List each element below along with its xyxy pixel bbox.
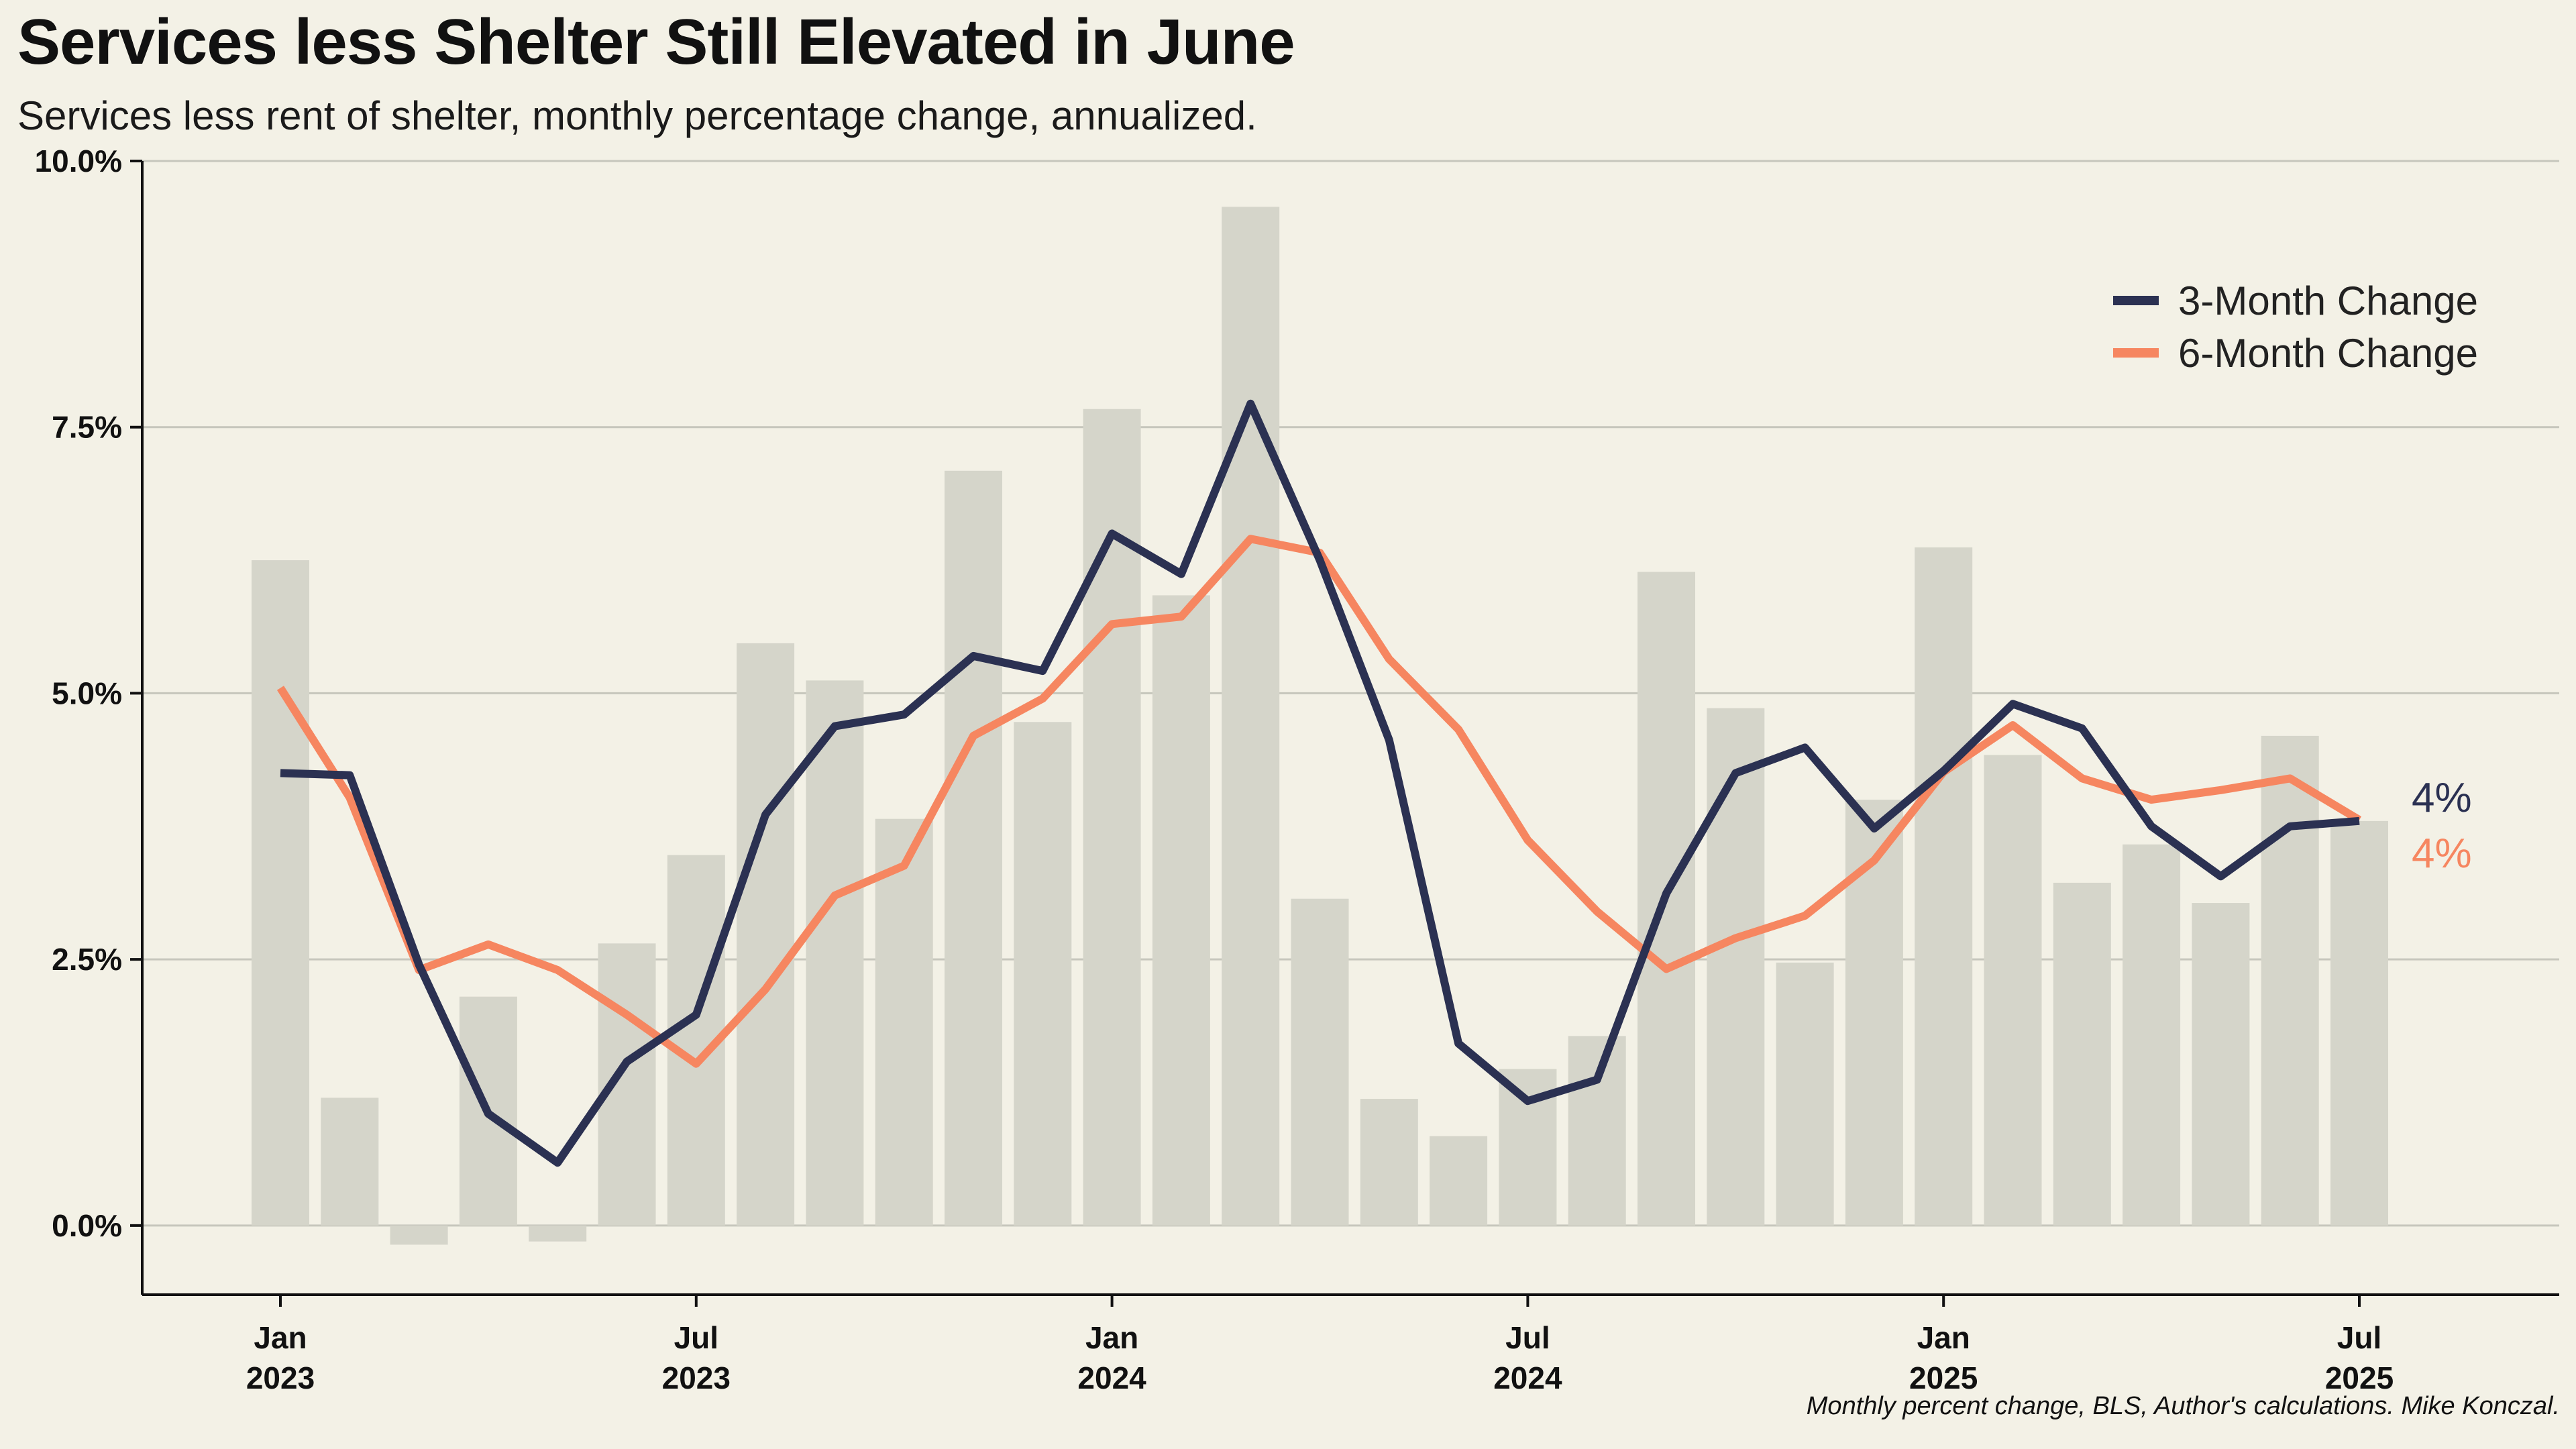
y-tick-label: 0.0% (52, 1208, 122, 1243)
x-tick-label: 2023 (662, 1360, 731, 1395)
x-tick-label: 2025 (2325, 1360, 2394, 1395)
x-tick-label: Jul (674, 1320, 718, 1355)
bar (2192, 903, 2250, 1226)
x-tick-label: 2024 (1493, 1360, 1562, 1395)
bar (252, 560, 309, 1226)
bar (1360, 1099, 1418, 1226)
x-tick-label: 2024 (1077, 1360, 1146, 1395)
x-tick-label: Jul (1505, 1320, 1550, 1355)
bar (1915, 547, 1973, 1226)
x-tick-label: Jan (1085, 1320, 1138, 1355)
source-note: Monthly percent change, BLS, Author's ca… (1806, 1392, 2560, 1420)
x-tick-label: Jul (2337, 1320, 2381, 1355)
chart-subtitle: Services less rent of shelter, monthly p… (17, 93, 1257, 138)
legend: 3-Month Change 6-Month Change (2113, 278, 2478, 376)
x-tick-label: 2025 (1909, 1360, 1978, 1395)
bar (2330, 820, 2388, 1226)
x-tick-label: Jan (1917, 1320, 1970, 1355)
y-tick-label: 10.0% (35, 144, 122, 178)
bar (1291, 898, 1349, 1226)
bar (390, 1225, 448, 1245)
y-tick-label: 7.5% (52, 410, 122, 445)
bar (1222, 207, 1280, 1226)
bar (1984, 755, 2042, 1226)
bar (737, 643, 795, 1226)
bar (529, 1225, 587, 1242)
legend-label: 6-Month Change (2178, 331, 2478, 376)
bar (1707, 708, 1765, 1226)
bar (2053, 882, 2111, 1226)
bar (2123, 844, 2181, 1226)
x-tick-label: Jan (254, 1320, 307, 1355)
bar (2261, 735, 2319, 1226)
bar (806, 680, 864, 1226)
bar (875, 818, 933, 1226)
bar (1014, 722, 1072, 1226)
chart-title: Services less Shelter Still Elevated in … (17, 6, 1295, 78)
three-month-line (280, 399, 2360, 1167)
monthly-bars (252, 207, 2388, 1245)
bar (1430, 1136, 1488, 1226)
y-tick-label: 5.0% (52, 676, 122, 710)
legend-label: 3-Month Change (2178, 278, 2478, 323)
x-tick-label: 2023 (246, 1360, 315, 1395)
bar (1776, 962, 1834, 1226)
trend-lines (276, 399, 2362, 1167)
end-value-label: 4% (2412, 830, 2472, 877)
bar (1568, 1036, 1626, 1226)
axes: 0.0% 2.5% 5.0% 7.5% 10.0% Jan 2023 Jul 2023 Jan 20… (35, 144, 2559, 1395)
y-tick-label: 2.5% (52, 942, 122, 977)
bar (945, 470, 1002, 1226)
end-value-label: 4% (2412, 775, 2472, 821)
end-labels: 4%4% (2412, 775, 2472, 877)
bar (1152, 595, 1210, 1226)
bar (321, 1097, 379, 1226)
